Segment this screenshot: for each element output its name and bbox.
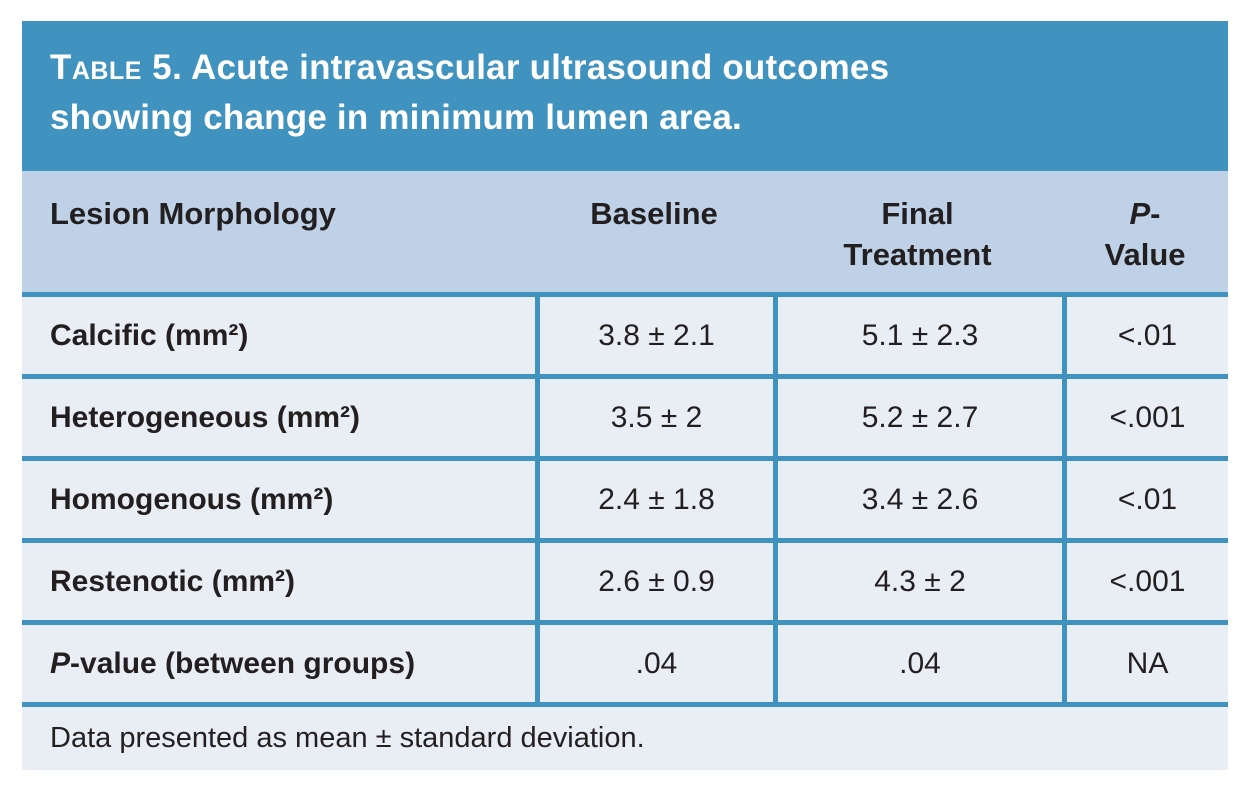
table-row-calcific: Calcific (mm²) 3.8 ± 2.1 5.1 ± 2.3 <.01	[22, 292, 1228, 374]
column-header-final-treatment: Final Treatment	[843, 196, 992, 273]
cell-p-value: <.001	[1062, 379, 1228, 456]
footnote-text: Data presented as mean ± standard deviat…	[50, 722, 645, 754]
table-footnote: Data presented as mean ± standard deviat…	[22, 702, 1228, 770]
table-row-p-value-between-groups: P -value (between groups) .04 .04 NA	[22, 620, 1228, 702]
table-row-heterogeneous: Heterogeneous (mm²) 3.5 ± 2 5.2 ± 2.7 <.…	[22, 374, 1228, 456]
cell-baseline: 2.4 ± 1.8	[535, 461, 773, 538]
table-title-text: Acute intravascular ultrasound outcomes	[182, 48, 890, 87]
cell-final-treatment: 5.2 ± 2.7	[773, 379, 1062, 456]
table-title-line2: showing change in minimum lumen area.	[50, 98, 742, 138]
table-card: Table 5. Acute intravascular ultrasound …	[22, 21, 1228, 770]
cell-p-value: <.01	[1062, 461, 1228, 538]
cell-final-treatment: 3.4 ± 2.6	[773, 461, 1062, 538]
cell-p-value: <.001	[1062, 543, 1228, 620]
cell-p-value: <.01	[1062, 297, 1228, 374]
column-header-baseline: Baseline	[590, 196, 718, 231]
cell-final-treatment: 4.3 ± 2	[773, 543, 1062, 620]
row-label: Restenotic (mm²)	[50, 564, 296, 598]
cell-baseline: 3.8 ± 2.1	[535, 297, 773, 374]
column-header-row: Lesion Morphology Baseline Final Treatme…	[22, 171, 1228, 292]
column-header-lesion-morphology: Lesion Morphology	[50, 196, 336, 231]
cell-baseline: 3.5 ± 2	[535, 379, 773, 456]
row-label: Homogenous (mm²)	[50, 482, 334, 516]
table-row-restenotic: Restenotic (mm²) 2.6 ± 0.9 4.3 ± 2 <.001	[22, 538, 1228, 620]
row-label: Heterogeneous (mm²)	[50, 400, 361, 434]
table-number-label: Table 5.	[50, 48, 183, 87]
cell-final-treatment: .04	[773, 625, 1062, 702]
table-title-bar: Table 5. Acute intravascular ultrasound …	[22, 21, 1228, 171]
column-header-p-value: P- Value	[1104, 196, 1186, 273]
table-row-homogenous: Homogenous (mm²) 2.4 ± 1.8 3.4 ± 2.6 <.0…	[22, 456, 1228, 538]
cell-baseline: 2.6 ± 0.9	[535, 543, 773, 620]
row-label: P -value (between groups)	[50, 646, 416, 680]
row-label: Calcific (mm²)	[50, 318, 249, 352]
cell-p-value: NA	[1062, 625, 1228, 702]
cell-final-treatment: 5.1 ± 2.3	[773, 297, 1062, 374]
cell-baseline: .04	[535, 625, 773, 702]
table-title-line1: Table 5. Acute intravascular ultrasound …	[50, 43, 1198, 93]
